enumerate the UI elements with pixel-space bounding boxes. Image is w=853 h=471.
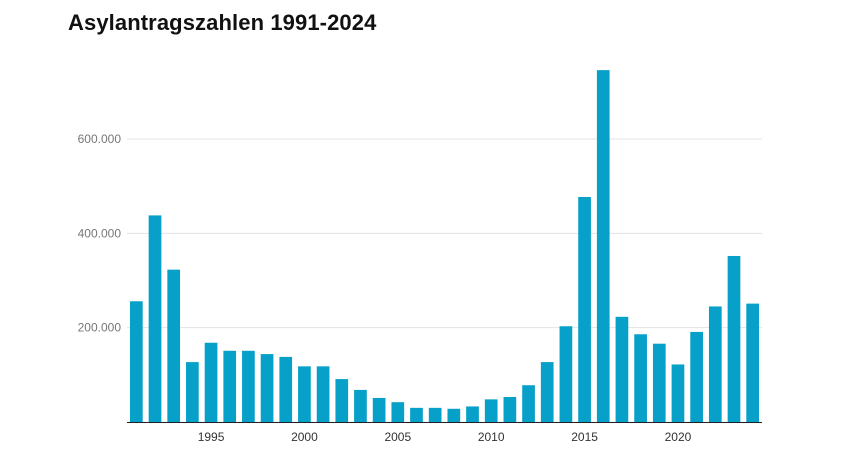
bars — [129, 70, 760, 423]
x-tick-label: 2005 — [384, 430, 411, 444]
x-tick-label: 2020 — [665, 430, 692, 444]
bar-2016 — [596, 70, 610, 423]
y-axis-ticks: 200.000 400.000 600.000 — [78, 132, 122, 335]
bar-2020 — [671, 364, 685, 422]
bar-1997 — [242, 350, 255, 422]
bar-2018 — [634, 334, 647, 422]
bar-2022 — [708, 306, 722, 422]
x-tick-label: 2000 — [291, 430, 318, 444]
y-tick-label: 400.000 — [78, 226, 122, 240]
bar-2007 — [428, 407, 442, 422]
x-tick-label: 1995 — [198, 430, 225, 444]
y-tick-label: 200.000 — [78, 321, 122, 335]
x-tick-label: 2010 — [478, 430, 505, 444]
bar-2002 — [335, 379, 349, 422]
x-tick-label: 2015 — [571, 430, 598, 444]
bar-2023 — [727, 255, 741, 422]
bar-2008 — [447, 408, 461, 422]
x-axis-ticks: 1995 2000 2005 2010 2015 2020 — [198, 430, 692, 444]
bar-2014 — [559, 326, 573, 422]
bar-2019 — [652, 343, 666, 422]
bar-2000 — [298, 366, 311, 422]
bar-2004 — [372, 397, 386, 422]
bar-1992 — [148, 215, 162, 422]
bar-2001 — [316, 366, 330, 422]
bar-2009 — [466, 406, 479, 422]
bar-2024 — [746, 303, 760, 422]
bar-1994 — [186, 362, 199, 422]
bar-2010 — [484, 399, 498, 422]
bar-2015 — [578, 197, 591, 422]
bar-2011 — [503, 397, 517, 422]
bar-1993 — [167, 269, 181, 422]
bar-1995 — [204, 342, 218, 422]
bar-1996 — [223, 350, 237, 422]
bar-2021 — [690, 331, 703, 422]
bar-2006 — [410, 407, 423, 422]
bar-2012 — [522, 385, 535, 422]
grid-lines — [127, 138, 762, 329]
chart-title: Asylantragszahlen 1991-2024 — [68, 10, 377, 35]
bar-2003 — [354, 389, 367, 422]
bar-2017 — [615, 316, 629, 422]
bar-2005 — [391, 402, 405, 422]
y-tick-label: 600.000 — [78, 132, 122, 146]
bar-1998 — [260, 354, 274, 422]
bar-2013 — [540, 362, 554, 422]
bar-1991 — [129, 301, 143, 422]
bar-1999 — [279, 356, 293, 422]
